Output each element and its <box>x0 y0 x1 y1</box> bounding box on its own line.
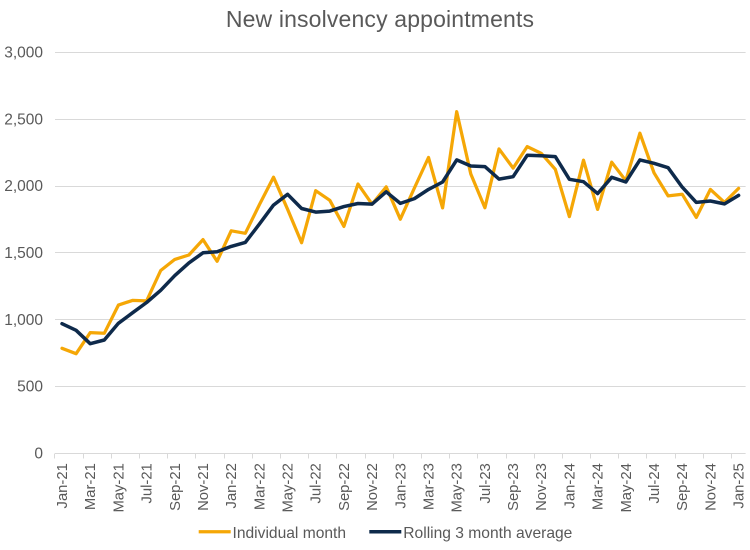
svg-text:2,500: 2,500 <box>4 111 43 128</box>
svg-text:3,000: 3,000 <box>4 45 43 62</box>
svg-text:Jul-21: Jul-21 <box>140 463 156 503</box>
svg-text:2,000: 2,000 <box>4 178 43 195</box>
svg-text:Mar-21: Mar-21 <box>83 463 99 510</box>
svg-text:Sep-24: Sep-24 <box>675 463 691 511</box>
svg-text:1,500: 1,500 <box>4 245 43 262</box>
svg-text:Jul-23: Jul-23 <box>478 463 494 503</box>
svg-text:May-21: May-21 <box>111 463 127 512</box>
svg-text:500: 500 <box>17 379 43 396</box>
svg-text:New insolvency appointments: New insolvency appointments <box>226 6 534 32</box>
svg-text:May-24: May-24 <box>619 463 635 512</box>
svg-text:Nov-24: Nov-24 <box>703 463 719 511</box>
svg-text:Jul-22: Jul-22 <box>309 463 325 503</box>
svg-text:Nov-23: Nov-23 <box>534 463 550 511</box>
svg-text:Jan-21: Jan-21 <box>55 463 71 508</box>
svg-text:Mar-24: Mar-24 <box>591 463 607 510</box>
svg-text:Nov-22: Nov-22 <box>365 463 381 511</box>
svg-text:Sep-23: Sep-23 <box>506 463 522 511</box>
svg-text:Sep-21: Sep-21 <box>168 463 184 511</box>
svg-text:Rolling 3 month average: Rolling 3 month average <box>403 525 572 542</box>
svg-text:1,000: 1,000 <box>4 312 43 329</box>
svg-text:Sep-22: Sep-22 <box>337 463 353 511</box>
svg-text:Mar-22: Mar-22 <box>252 463 268 510</box>
svg-text:Jan-24: Jan-24 <box>562 463 578 508</box>
svg-text:Nov-21: Nov-21 <box>196 463 212 511</box>
svg-text:Jan-22: Jan-22 <box>224 463 240 508</box>
svg-text:May-23: May-23 <box>450 463 466 512</box>
svg-text:Jul-24: Jul-24 <box>647 463 663 503</box>
svg-text:Jan-25: Jan-25 <box>732 463 748 508</box>
svg-text:May-22: May-22 <box>281 463 297 512</box>
svg-text:Individual month: Individual month <box>233 525 347 542</box>
svg-text:Mar-23: Mar-23 <box>422 463 438 510</box>
svg-text:Jan-23: Jan-23 <box>393 463 409 508</box>
svg-text:0: 0 <box>34 446 43 463</box>
